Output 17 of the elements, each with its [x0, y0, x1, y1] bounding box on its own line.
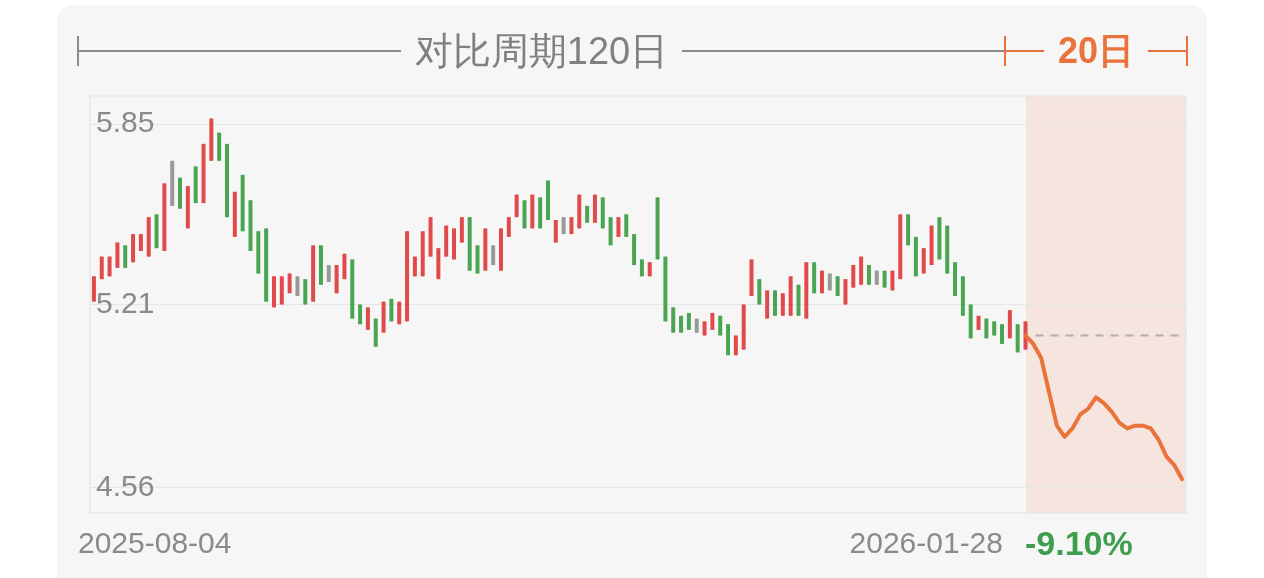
candlestick: [616, 216, 621, 238]
text: 2026-01-28: [849, 526, 1003, 560]
text: 对比周期120日: [413, 28, 670, 74]
candlestick: [624, 213, 629, 238]
y-tick-label: 5.85: [96, 105, 155, 139]
text: 20日: [1057, 28, 1136, 73]
y-tick-label: 5.21: [96, 285, 155, 319]
candlestick: [506, 216, 511, 238]
candlestick: [365, 306, 370, 331]
candlestick: [851, 264, 856, 289]
text: -9.10%: [1025, 524, 1133, 563]
candlestick: [866, 264, 871, 286]
candlestick: [780, 292, 785, 317]
candlestick: [123, 244, 128, 269]
text: 2025-08-04: [78, 526, 232, 560]
candlestick: [1000, 323, 1005, 345]
y-tick-label: 4.56: [96, 468, 155, 502]
